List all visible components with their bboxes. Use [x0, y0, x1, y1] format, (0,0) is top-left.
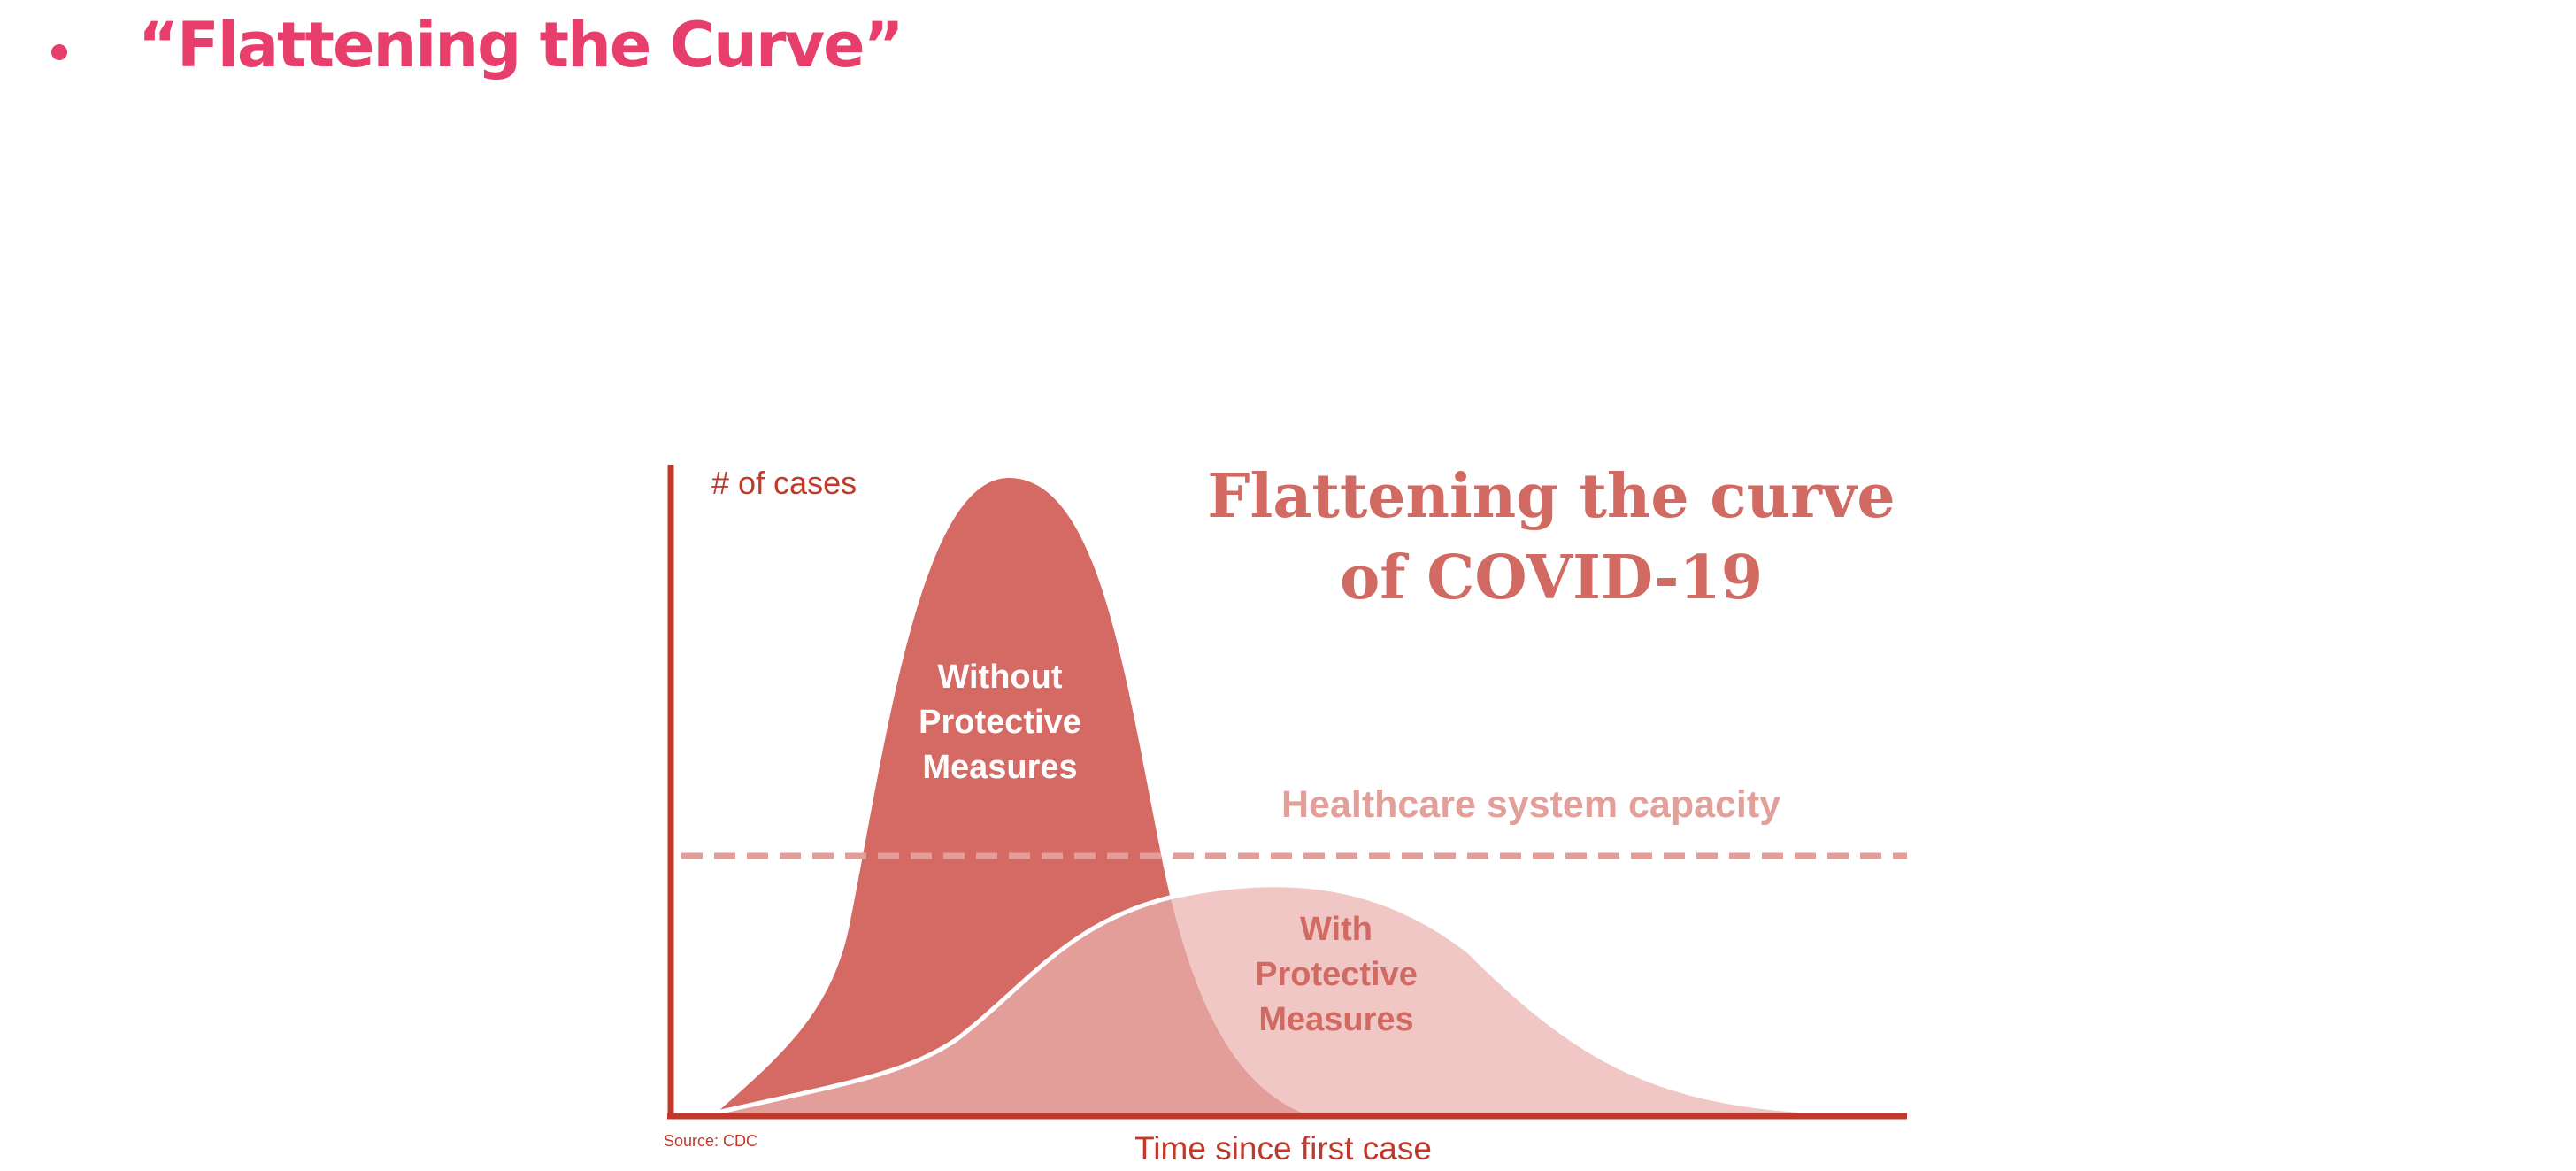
slide-heading: “Flattening the Curve” [0, 0, 2576, 106]
slide-title: “Flattening the Curve” [138, 9, 904, 81]
y-axis-label: # of cases [711, 465, 857, 501]
without-label-line: Protective [919, 704, 1081, 741]
flatten-curve-figure: # of cases Flattening the curve of COVID… [646, 456, 1920, 1171]
chart-title-line-1: Flattening the curve [1207, 461, 1895, 532]
without-label-line: Measures [922, 749, 1078, 786]
capacity-label: Healthcare system capacity [1281, 783, 1781, 826]
with-measures-outline [716, 882, 1842, 1115]
flatten-curve-diagram [667, 465, 1907, 1120]
x-axis-label: Time since first case [1134, 1130, 1432, 1167]
with-label-line: Measures [1258, 1001, 1414, 1038]
bullet-dot-icon [51, 44, 67, 60]
with-label-line: Protective [1255, 956, 1418, 993]
with-measures-label: With Protective Measures [1221, 907, 1451, 1043]
source-label: Source: CDC [664, 1132, 758, 1150]
chart-title-line-2: of COVID-19 [1339, 543, 1764, 613]
chart-title: Flattening the curve of COVID-19 [1184, 456, 1919, 619]
with-label-line: With [1300, 911, 1373, 948]
without-label-line: Without [937, 659, 1063, 696]
without-measures-label: Without Protective Measures [885, 655, 1115, 790]
